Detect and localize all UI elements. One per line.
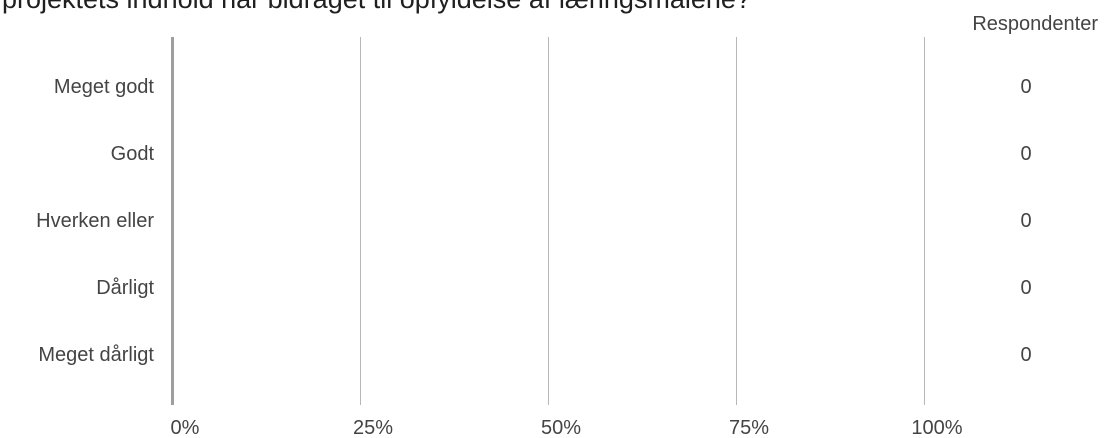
respondent-value: 0 xyxy=(1020,344,1031,366)
chart-title: projektets indhold har bidraget til opfy… xyxy=(2,0,751,16)
respondents-header: Respondenter xyxy=(972,13,1098,35)
x-tick-label: 0% xyxy=(171,417,200,438)
category-label: Hverken eller xyxy=(36,210,154,232)
category-label: Meget godt xyxy=(54,76,155,98)
x-tick-labels: 0% 25% 50% 75% 100% xyxy=(171,417,963,438)
respondent-value: 0 xyxy=(1020,210,1031,232)
x-tick-label: 25% xyxy=(353,417,393,438)
category-label: Godt xyxy=(111,143,155,165)
respondent-value: 0 xyxy=(1020,143,1031,165)
x-tick-label: 100% xyxy=(911,417,962,438)
category-label: Meget dårligt xyxy=(38,344,154,366)
x-tick-label: 75% xyxy=(729,417,769,438)
gridlines xyxy=(360,37,925,405)
respondent-values: 0 0 0 0 0 xyxy=(1020,76,1031,366)
category-labels: Meget godt Godt Hverken eller Dårligt Meget … xyxy=(36,76,154,366)
x-tick-label: 50% xyxy=(541,417,581,438)
category-label: Dårligt xyxy=(96,277,154,299)
respondent-value: 0 xyxy=(1020,277,1031,299)
respondent-value: 0 xyxy=(1020,76,1031,98)
